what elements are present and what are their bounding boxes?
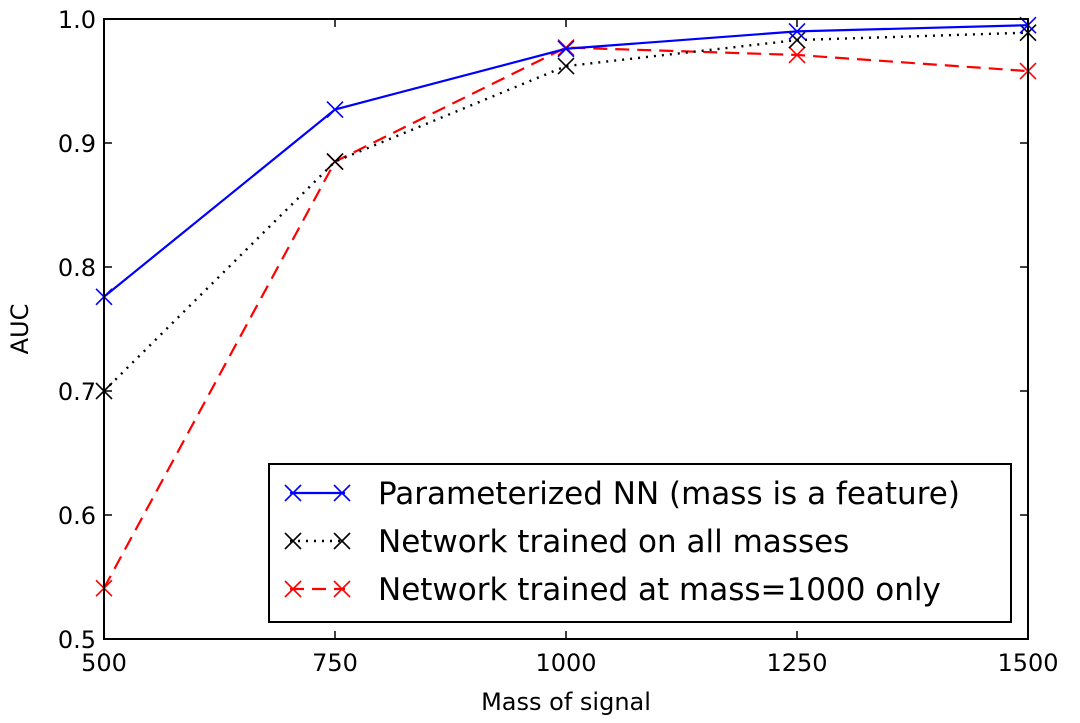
data-point <box>326 153 344 171</box>
legend-entry: Network trained on all masses <box>284 524 849 560</box>
data-point <box>788 31 806 49</box>
legend: Parameterized NN (mass is a feature) Netw… <box>268 463 1012 623</box>
legend-marker <box>333 484 351 502</box>
legend-label: Network trained at mass=1000 only <box>378 572 941 608</box>
x-tick-label: 750 <box>312 649 358 677</box>
x-tick-label: 1000 <box>535 649 596 677</box>
legend-marker <box>284 484 302 502</box>
legend-entry: Parameterized NN (mass is a feature) <box>284 476 960 512</box>
y-tick-label: 0.7 <box>58 378 96 406</box>
legend-marker <box>284 532 302 550</box>
legend-marker <box>284 580 302 598</box>
data-point <box>326 100 344 119</box>
y-axis-label: AUC <box>6 304 34 355</box>
legend-label: Parameterized NN (mass is a feature) <box>378 476 960 512</box>
legend-entry: Network trained at mass=1000 only <box>284 572 941 608</box>
y-tick-label: 1.0 <box>58 6 96 34</box>
y-tick-label: 0.8 <box>58 254 96 282</box>
x-tick-label: 500 <box>81 649 127 677</box>
x-tick-label: 1500 <box>997 649 1058 677</box>
y-tick-label: 0.6 <box>58 502 96 530</box>
series-0 <box>95 16 1037 306</box>
data-point <box>788 46 806 64</box>
series-1 <box>95 24 1037 400</box>
ticks-layer: 500 750 1000 1250 1500 0.5 0.6 0.7 0.8 0.9 1.0 <box>58 6 1059 677</box>
legend-marker <box>333 580 351 598</box>
y-tick-label: 0.9 <box>58 130 96 158</box>
data-point <box>557 57 575 75</box>
data-point <box>557 40 575 58</box>
legend-entries: Parameterized NN (mass is a feature) Netw… <box>284 476 960 608</box>
x-tick-label: 1250 <box>766 649 827 677</box>
data-point <box>788 22 806 40</box>
legend-box <box>268 463 1012 623</box>
legend-label: Network trained on all masses <box>378 524 849 560</box>
x-axis-label: Mass of signal <box>481 688 651 716</box>
y-tick-label: 0.5 <box>58 626 96 654</box>
data-point <box>557 38 575 57</box>
series-line <box>103 31 1029 392</box>
legend-marker <box>333 532 351 550</box>
